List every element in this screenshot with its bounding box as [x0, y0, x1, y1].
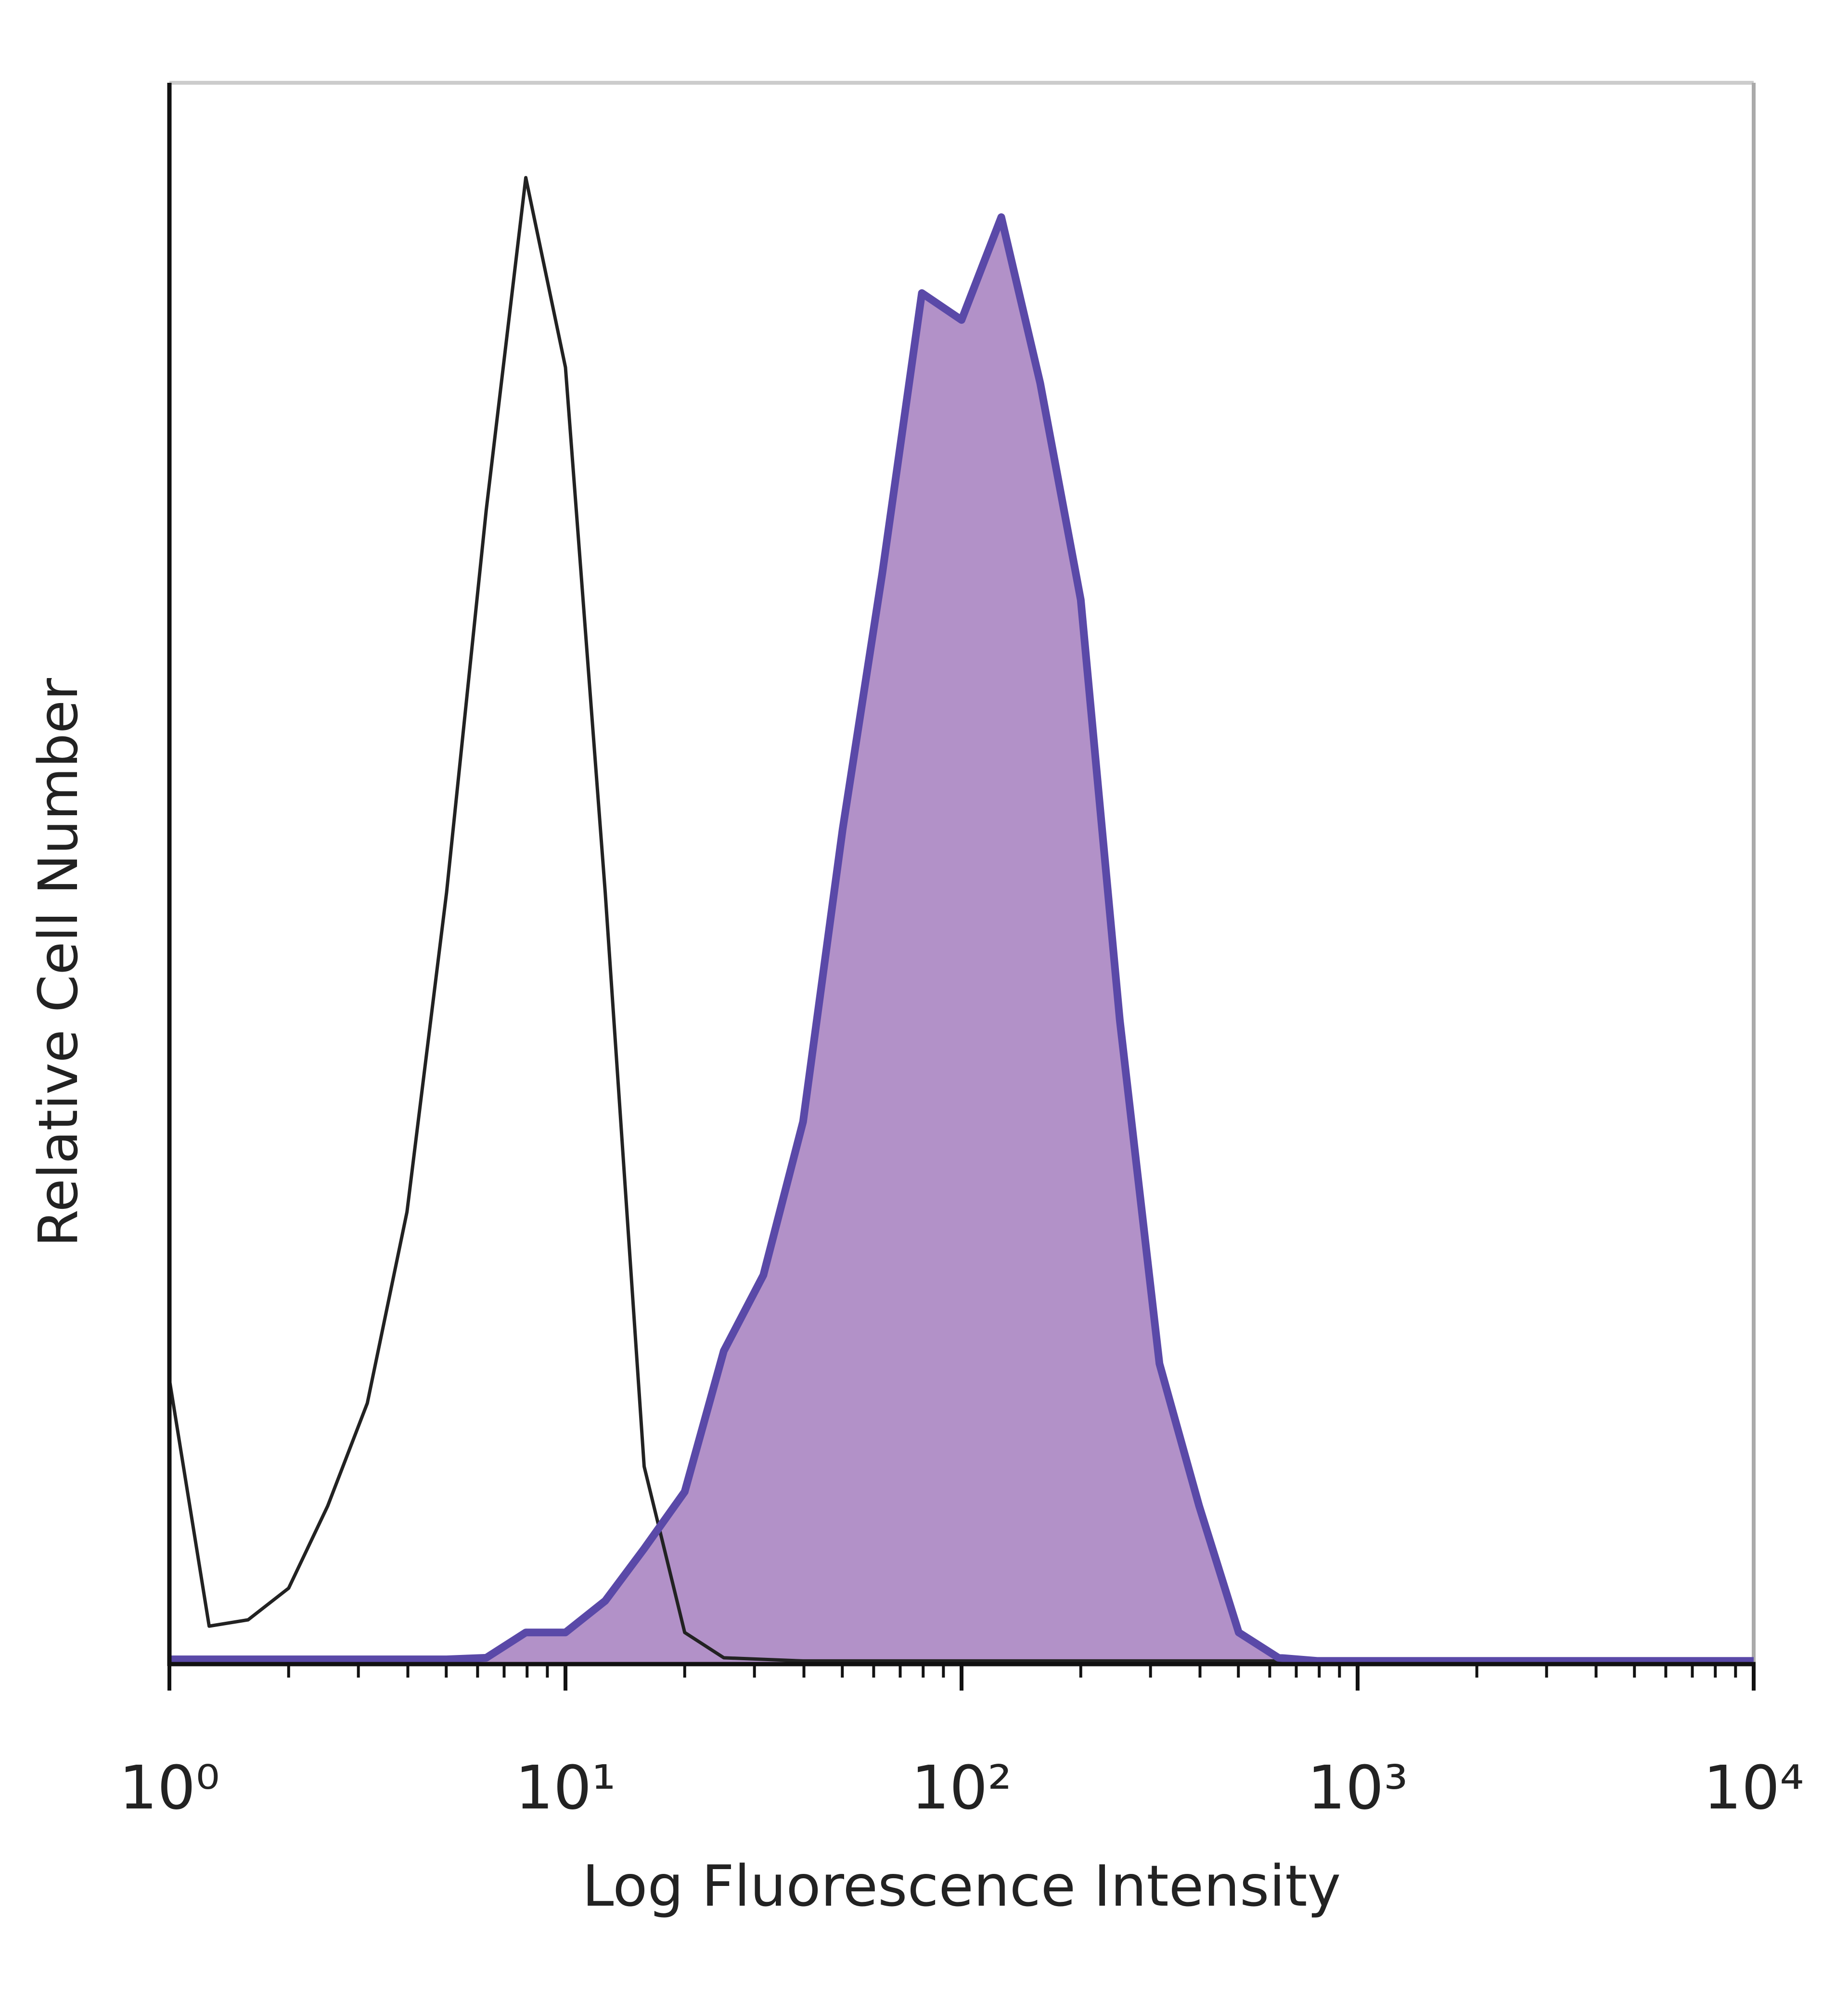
x-tick-label: 10⁴ — [1703, 1753, 1804, 1823]
y-axis-title: Relative Cell Number — [27, 678, 90, 1247]
histogram-fill — [169, 217, 1754, 1664]
histogram-line — [169, 213, 1754, 1665]
x-tick-label: 10³ — [1307, 1753, 1408, 1823]
plot-area — [167, 176, 1754, 1665]
x-axis-title: Log Fluorescence Intensity — [582, 1853, 1341, 1919]
x-tick-label: 10² — [911, 1753, 1012, 1823]
x-tick-label: 10⁰ — [119, 1753, 219, 1823]
x-tick-label: 10¹ — [515, 1753, 616, 1823]
